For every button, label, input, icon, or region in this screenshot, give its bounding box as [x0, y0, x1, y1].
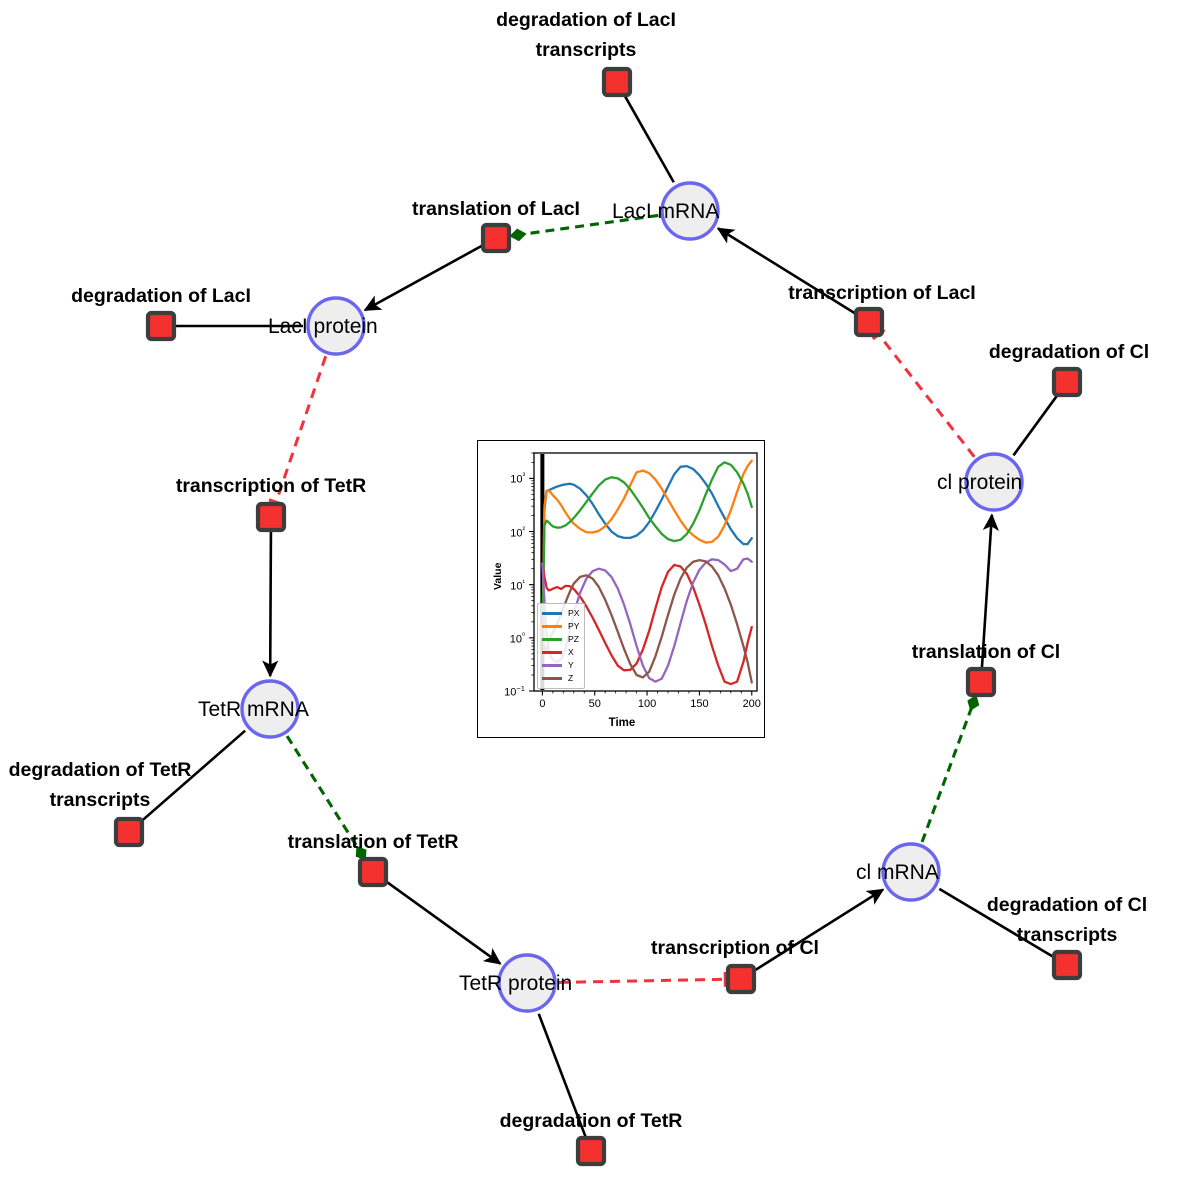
legend-item-PX: PX: [542, 607, 579, 620]
chart-legend: PX PY PZ X Y Z: [537, 603, 586, 689]
reaction-label-transcription_of_tetr: transcription of TetR: [176, 475, 366, 497]
edge-transcription_of_laci-to-laci_mrna: [716, 227, 858, 316]
reaction-node-deg_cl_transcripts[interactable]: [1051, 949, 1083, 981]
edge-laci_protein-to-transcription_of_tetr: [268, 355, 328, 507]
legend-swatch-PZ: [542, 638, 562, 641]
x-tick-label: 150: [690, 698, 709, 710]
legend-swatch-Z: [542, 677, 562, 680]
species-label-tetr_mrna: TetR mRNA: [198, 698, 309, 721]
legend-item-PZ: PZ: [542, 633, 579, 646]
reaction-node-transcription_of_laci[interactable]: [853, 306, 885, 338]
legend-swatch-PY: [542, 625, 562, 628]
y-axis-label: Value: [492, 562, 504, 590]
edge-translation_of_tetr-to-tetr_protein: [383, 879, 502, 965]
reaction-label-translation_of_cl: translation of Cl: [912, 641, 1060, 663]
y-tick-label: 10²: [510, 524, 525, 540]
legend-label-X: X: [568, 647, 574, 658]
x-tick-label: 100: [637, 698, 657, 710]
reaction-label-deg_laci: degradation of LacI: [71, 285, 251, 307]
legend-label-PZ: PZ: [568, 634, 579, 645]
series-PY: [541, 459, 753, 639]
legend-label-Y: Y: [568, 660, 574, 671]
series-PX: [541, 464, 753, 639]
reaction-label-deg_tetr_transcripts: degradation of TetR: [9, 759, 192, 781]
species-label-tetr_protein: TetR protein: [459, 972, 572, 995]
reaction-node-deg_tetr_transcripts[interactable]: [113, 816, 145, 848]
x-tick-label: 50: [588, 698, 601, 710]
edge-deg_tetr-to-tetr_protein: [537, 1013, 588, 1139]
legend-item-X: X: [542, 646, 579, 659]
edge-deg_tetr_transcripts-to-tetr_mrna: [138, 729, 246, 824]
edge-deg_cl-to-cl_protein: [1012, 392, 1060, 457]
x-tick-label: 200: [742, 698, 761, 710]
series-X: [541, 562, 753, 686]
reaction-node-deg_laci[interactable]: [145, 310, 177, 342]
reaction-node-deg_tetr[interactable]: [575, 1135, 607, 1167]
reaction-node-translation_of_laci[interactable]: [480, 222, 512, 254]
reaction-label-deg_cl_transcripts: degradation of Cl: [987, 894, 1147, 916]
reaction-label-deg_cl_transcripts: transcripts: [1017, 924, 1118, 946]
species-node-tetr_protein[interactable]: [497, 953, 557, 1013]
reaction-label-deg_laci_transcripts: degradation of LacI: [496, 9, 676, 31]
legend-item-PY: PY: [542, 620, 579, 633]
edge-cl_protein-to-transcription_of_laci: [871, 328, 976, 458]
reaction-label-translation_of_tetr: translation of TetR: [288, 831, 459, 853]
reaction-label-transcription_of_laci: transcription of LacI: [788, 282, 975, 304]
reaction-node-transcription_of_cl[interactable]: [725, 963, 757, 995]
y-tick-label: 10⁰: [509, 630, 525, 646]
reaction-label-deg_laci_transcripts: transcripts: [536, 39, 637, 61]
legend-label-Z: Z: [568, 673, 574, 684]
reaction-label-deg_cl: degradation of Cl: [989, 341, 1149, 363]
y-tick-label: 10−1: [504, 684, 525, 699]
series-PZ: [541, 461, 753, 639]
x-axis-label: Time: [608, 717, 636, 729]
edge-translation_of_cl-to-cl_protein: [980, 513, 999, 669]
species-node-cl_protein[interactable]: [964, 452, 1024, 512]
reaction-node-deg_laci_transcripts[interactable]: [601, 66, 633, 98]
edge-tetr_mrna-to-translation_of_tetr: [285, 735, 367, 861]
species-node-laci_protein[interactable]: [306, 296, 366, 356]
reaction-label-translation_of_laci: translation of LacI: [412, 198, 580, 220]
reaction-label-deg_tetr: degradation of TetR: [500, 1110, 683, 1132]
edge-tetr_protein-to-transcription_of_cl: [558, 971, 728, 987]
species-label-cl_mrna: cl mRNA: [856, 861, 939, 884]
species-label-cl_protein: cl protein: [937, 471, 1022, 494]
reaction-node-translation_of_tetr[interactable]: [357, 856, 389, 888]
species-node-laci_mrna[interactable]: [660, 181, 720, 241]
label-layer: degradation of LacI transcripts translatio…: [9, 9, 1150, 1132]
reaction-label-deg_tetr_transcripts: transcripts: [50, 789, 151, 811]
y-tick-label: 10³: [510, 471, 525, 487]
reaction-node-transcription_of_tetr[interactable]: [255, 501, 287, 533]
legend-item-Y: Y: [542, 659, 579, 672]
reaction-node-translation_of_cl[interactable]: [965, 666, 997, 698]
edge-layer: [138, 93, 1060, 1139]
timecourse-inset-plot: 0 50 100 150 200 10−1 10⁰ 10¹ 10² 10³ Time Value PX…: [477, 440, 765, 738]
edge-deg_laci_transcripts-to-laci_mrna: [622, 93, 675, 183]
species-node-cl_mrna[interactable]: [881, 842, 941, 902]
legend-swatch-PX: [542, 612, 562, 615]
edge-translation_of_laci-to-laci_protein: [363, 243, 485, 312]
legend-item-Z: Z: [542, 672, 579, 685]
y-tick-label: 10¹: [510, 577, 525, 593]
edge-transcription_of_tetr-to-tetr_mrna: [262, 530, 279, 678]
species-label-laci_protein: LacI protein: [268, 315, 378, 338]
legend-label-PX: PX: [568, 608, 580, 619]
edge-deg_cl_transcripts-to-cl_mrna: [938, 887, 1056, 959]
x-tick-label: 0: [539, 698, 546, 710]
reaction-node-deg_cl[interactable]: [1051, 366, 1083, 398]
edge-transcription_of_cl-to-cl_mrna: [752, 888, 885, 973]
legend-swatch-Y: [542, 664, 562, 667]
legend-swatch-X: [542, 651, 562, 654]
edge-cl_mrna-to-translation_of_cl: [920, 694, 980, 843]
legend-label-PY: PY: [568, 621, 580, 632]
reaction-label-transcription_of_cl: transcription of Cl: [651, 937, 819, 959]
species-node-tetr_mrna[interactable]: [240, 679, 300, 739]
node-layer: [113, 66, 1083, 1167]
species-label-laci_mrna: LacI mRNA: [612, 200, 719, 223]
edge-laci_mrna-to-translation_of_laci: [509, 213, 659, 242]
